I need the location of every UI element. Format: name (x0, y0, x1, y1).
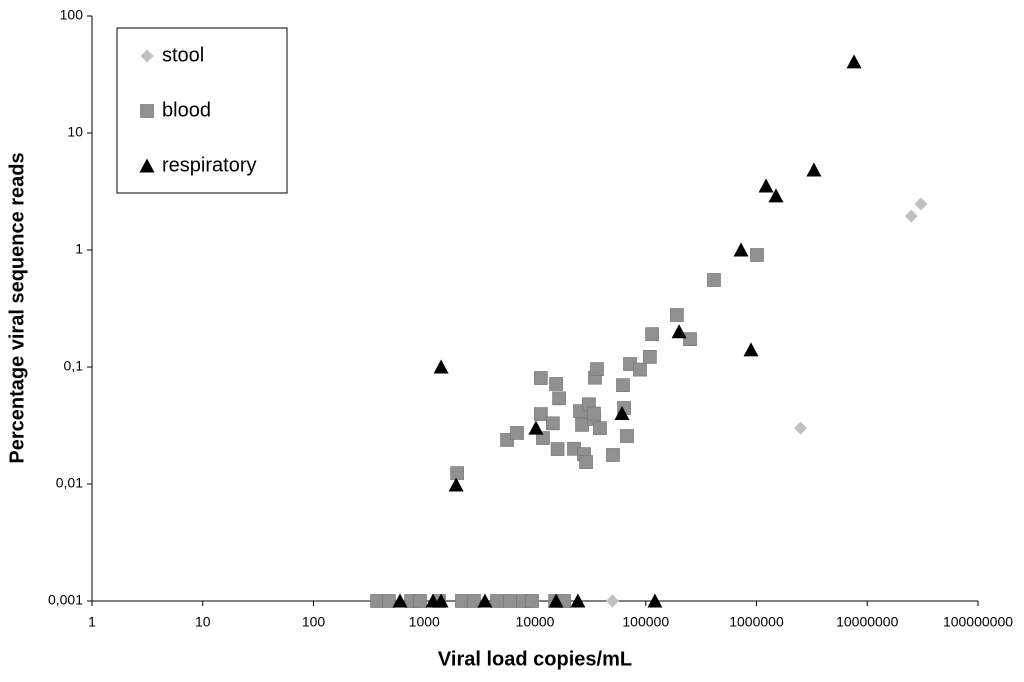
point (370, 594, 384, 608)
y-tick-label: 1 (75, 241, 83, 257)
point (546, 416, 560, 431)
x-tick-label: 10 (195, 614, 211, 630)
point (510, 426, 524, 440)
x-tick-label: 10000000 (836, 614, 899, 630)
point (455, 594, 469, 608)
point (750, 248, 764, 262)
point (614, 406, 630, 421)
point (605, 594, 619, 608)
point (534, 371, 548, 385)
point (620, 429, 634, 443)
point (743, 342, 759, 357)
legend-label: stool (162, 44, 204, 66)
point (758, 178, 774, 193)
point (579, 455, 593, 469)
x-tick-label: 10000 (516, 614, 555, 630)
point (914, 197, 928, 211)
point (413, 594, 427, 608)
point (575, 418, 589, 432)
point (671, 324, 687, 339)
point (433, 593, 449, 608)
y-tick-label: 100 (60, 7, 84, 23)
point (593, 421, 607, 436)
legend-marker (139, 158, 155, 173)
point (550, 442, 565, 456)
legend-label: respiratory (162, 154, 256, 176)
y-tick-label: 0,001 (48, 592, 83, 608)
x-tick-label: 1000000 (729, 614, 784, 630)
x-tick-label: 100000 (622, 614, 669, 630)
point (433, 359, 449, 374)
point (570, 593, 586, 608)
point (525, 594, 539, 608)
legend-marker (140, 104, 154, 118)
point (450, 466, 464, 480)
point (467, 594, 481, 608)
point (448, 477, 464, 492)
point (503, 594, 517, 608)
point (549, 377, 563, 391)
point (392, 593, 408, 608)
point (670, 308, 684, 322)
x-tick-label: 1 (88, 614, 96, 630)
point (606, 448, 620, 462)
y-axis-title: Percentage viral sequence reads (6, 152, 28, 463)
point (548, 593, 564, 608)
point (477, 593, 493, 608)
point (643, 350, 657, 364)
point (490, 594, 504, 608)
point (534, 407, 548, 421)
point (536, 431, 550, 445)
y-tick-label: 0,01 (56, 475, 83, 491)
point (382, 594, 396, 608)
point (904, 209, 918, 223)
x-tick-label: 100000000 (943, 614, 1013, 630)
point (552, 391, 566, 406)
x-tick-label: 1000 (409, 614, 440, 630)
point (616, 378, 630, 392)
point (683, 332, 697, 346)
y-tick-label: 0,1 (64, 358, 84, 374)
point (846, 54, 862, 69)
point (768, 188, 784, 203)
point (590, 362, 604, 376)
point (528, 420, 544, 435)
y-tick-label: 10 (67, 124, 83, 140)
legend-label: blood (162, 99, 211, 121)
point (647, 593, 663, 608)
point (806, 162, 822, 177)
legend-marker (140, 49, 154, 63)
point (733, 242, 749, 257)
x-axis-title: Viral load copies/mL (438, 648, 632, 670)
point (645, 327, 659, 341)
point (794, 421, 808, 435)
x-tick-label: 100 (302, 614, 326, 630)
point (633, 362, 647, 377)
point (707, 273, 721, 287)
point (587, 406, 601, 421)
